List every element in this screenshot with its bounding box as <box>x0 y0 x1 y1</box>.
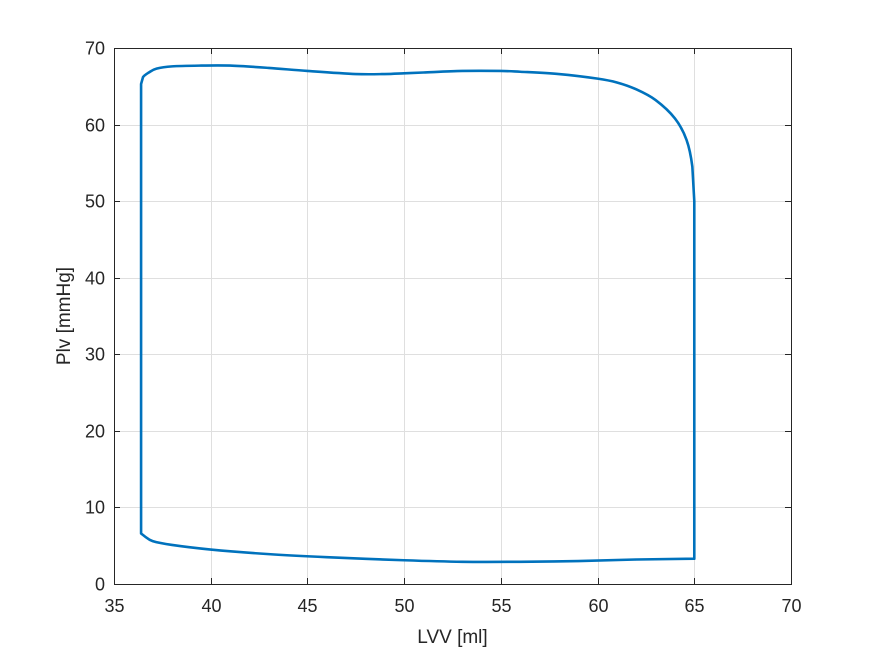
x-tick-label: 70 <box>781 596 801 616</box>
y-tick-label: 70 <box>85 39 105 59</box>
x-tick-label: 60 <box>588 596 608 616</box>
grid <box>114 48 791 584</box>
y-tick-label: 0 <box>95 575 105 595</box>
series-layer <box>139 64 696 564</box>
x-tick-label: 40 <box>201 596 221 616</box>
y-tick-label: 30 <box>85 345 105 365</box>
y-tick-label: 50 <box>85 192 105 212</box>
x-tick-label: 50 <box>394 596 414 616</box>
x-tick-label: 55 <box>491 596 511 616</box>
x-tick-label: 35 <box>104 596 124 616</box>
plot-background <box>114 48 791 584</box>
axes-box <box>114 48 792 585</box>
pv-loop-line <box>139 64 696 564</box>
y-tick-label: 10 <box>85 498 105 518</box>
y-tick-label: 40 <box>85 269 105 289</box>
y-tick-label: 60 <box>85 116 105 136</box>
x-tick-label: 45 <box>297 596 317 616</box>
ticks: 35 40 45 50 55 60 65 70 0 10 20 30 40 50 60 70 <box>85 39 802 617</box>
x-tick-label: 65 <box>684 596 704 616</box>
x-axis-label: LVV [ml] <box>417 627 487 648</box>
y-tick-label: 20 <box>85 422 105 442</box>
y-axis-label: Plv [mmHg] <box>54 267 75 365</box>
